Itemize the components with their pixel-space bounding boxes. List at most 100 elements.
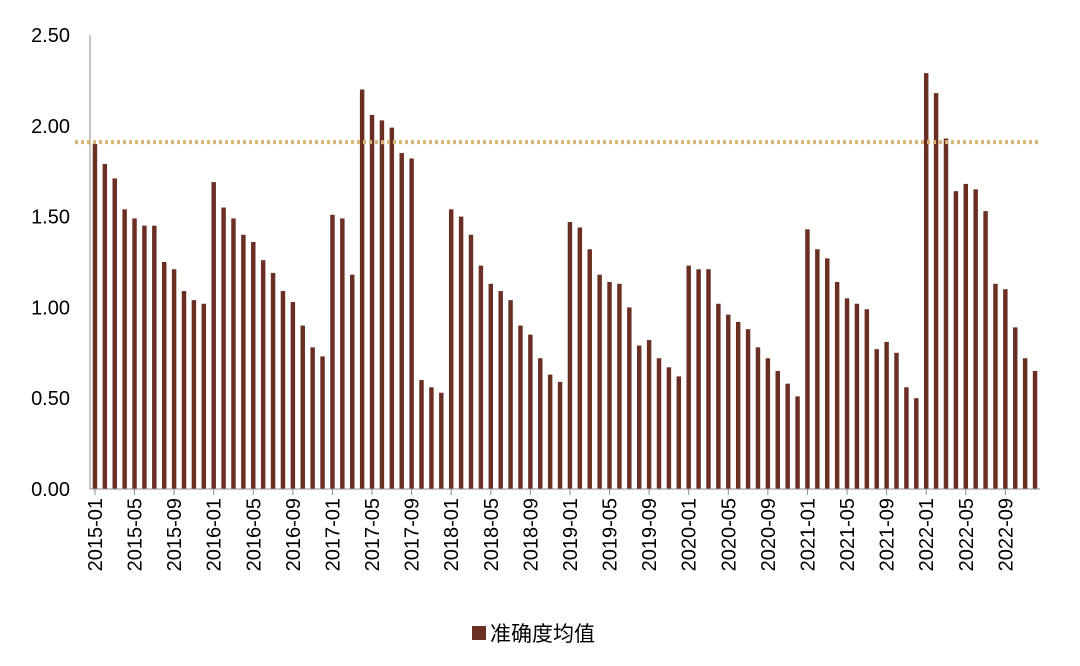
x-tick-label: 2022-09 xyxy=(995,498,1017,571)
bar-2015-02 xyxy=(102,163,108,489)
bars-layer xyxy=(92,73,1038,490)
bar-2019-08 xyxy=(636,345,642,489)
x-tick-label: 2021-05 xyxy=(837,498,859,571)
bar-2020-07 xyxy=(745,329,751,489)
x-tick-label: 2020-09 xyxy=(758,498,780,571)
bar-2019-12 xyxy=(676,376,682,489)
bar-2022-03 xyxy=(943,138,949,489)
bar-2017-11 xyxy=(429,387,434,489)
y-tick-label: 2.00 xyxy=(31,116,70,138)
bar-2021-06 xyxy=(854,303,860,489)
bar-2020-08 xyxy=(755,347,761,489)
x-tick-label: 2018-09 xyxy=(520,498,542,571)
bar-2022-05 xyxy=(963,183,968,489)
bar-2015-09 xyxy=(171,269,177,489)
bar-2020-06 xyxy=(735,321,741,489)
x-tick-label: 2016-05 xyxy=(243,498,265,571)
bar-2020-11 xyxy=(785,383,790,489)
bar-2022-12 xyxy=(1032,370,1038,489)
bar-2016-12 xyxy=(320,356,325,489)
y-tick-label: 1.50 xyxy=(31,207,70,229)
bar-2017-09 xyxy=(409,158,414,490)
x-tick-label: 2019-09 xyxy=(639,498,661,571)
bar-2021-02 xyxy=(815,249,820,489)
x-tick-label: 2017-09 xyxy=(402,498,424,571)
bar-2020-10 xyxy=(775,370,780,489)
bar-2022-02 xyxy=(933,93,939,490)
bar-2017-04 xyxy=(359,89,365,489)
bar-2017-01 xyxy=(330,214,335,489)
bar-2021-05 xyxy=(844,298,850,489)
bar-2017-12 xyxy=(439,392,444,489)
x-tick-label: 2021-09 xyxy=(877,498,899,571)
x-tick-label: 2015-05 xyxy=(125,498,147,571)
bar-2015-05 xyxy=(132,218,137,490)
bar-2021-01 xyxy=(805,229,810,489)
bar-2016-10 xyxy=(300,325,305,489)
bar-2016-06 xyxy=(260,260,266,489)
bar-2015-04 xyxy=(122,209,127,489)
bar-2019-11 xyxy=(666,367,672,489)
bar-2021-12 xyxy=(914,398,919,489)
bar-2017-08 xyxy=(399,153,404,490)
bar-2016-11 xyxy=(310,347,315,489)
bar-2019-07 xyxy=(627,307,632,489)
bar-2021-04 xyxy=(834,281,840,489)
bar-2018-04 xyxy=(478,265,484,489)
bar-2022-07 xyxy=(983,211,988,489)
bar-2017-06 xyxy=(379,120,385,489)
bar-2015-10 xyxy=(181,291,187,489)
bar-2019-02 xyxy=(577,227,583,489)
x-tick-label: 2020-05 xyxy=(718,498,740,571)
bar-2018-05 xyxy=(488,283,493,489)
bar-2019-01 xyxy=(567,222,573,490)
bar-2018-07 xyxy=(508,300,513,489)
bar-2022-04 xyxy=(953,191,959,489)
bar-2019-06 xyxy=(617,283,622,489)
legend-swatch xyxy=(472,626,486,640)
bar-2019-04 xyxy=(597,274,602,489)
y-tick-label: 0.50 xyxy=(31,388,70,410)
bar-2018-03 xyxy=(468,234,474,489)
x-tick-label: 2018-05 xyxy=(481,498,503,571)
x-tick-label: 2018-01 xyxy=(441,498,463,571)
bar-2017-07 xyxy=(389,127,395,490)
x-tick-label: 2021-01 xyxy=(797,498,819,571)
y-tick-label: 1.00 xyxy=(31,297,70,319)
bar-2022-08 xyxy=(993,283,998,489)
bar-2015-06 xyxy=(142,225,147,489)
bar-2015-03 xyxy=(112,178,117,489)
bar-2021-08 xyxy=(874,349,879,489)
legend-label: 准确度均值 xyxy=(490,622,595,646)
bar-2018-01 xyxy=(448,209,454,489)
bar-2016-05 xyxy=(251,242,256,489)
bar-2016-02 xyxy=(221,207,226,489)
x-tick-label: 2020-01 xyxy=(679,498,701,571)
axes-layer xyxy=(89,35,1040,490)
x-tick-labels: 2015-01 2015-05 2015-09 2016-01 2016-05 2016-… xyxy=(85,489,1017,571)
bar-2015-12 xyxy=(201,303,207,489)
bar-2018-10 xyxy=(538,358,543,489)
bar-2017-10 xyxy=(419,380,424,489)
bar-2019-03 xyxy=(587,249,592,489)
bar-2016-04 xyxy=(241,234,246,489)
x-tick-label: 2019-05 xyxy=(600,498,622,571)
bar-2022-11 xyxy=(1022,358,1028,489)
bar-2021-03 xyxy=(825,258,830,489)
bar-2018-02 xyxy=(458,216,464,489)
bar-2020-04 xyxy=(716,303,721,489)
bar-2018-12 xyxy=(557,381,563,489)
x-tick-label: 2015-01 xyxy=(85,498,107,571)
bar-2020-12 xyxy=(795,396,800,489)
bar-2018-08 xyxy=(518,325,523,489)
bar-2016-01 xyxy=(211,182,216,489)
bar-2022-01 xyxy=(923,73,929,489)
bar-2015-08 xyxy=(161,262,167,489)
bar-2022-06 xyxy=(973,189,978,490)
bar-2021-11 xyxy=(904,387,909,489)
legend: 准确度均值 xyxy=(472,618,595,648)
bar-2019-09 xyxy=(646,340,652,489)
bar-2021-09 xyxy=(884,341,889,489)
x-tick-label: 2017-05 xyxy=(362,498,384,571)
bar-2018-09 xyxy=(528,334,533,489)
